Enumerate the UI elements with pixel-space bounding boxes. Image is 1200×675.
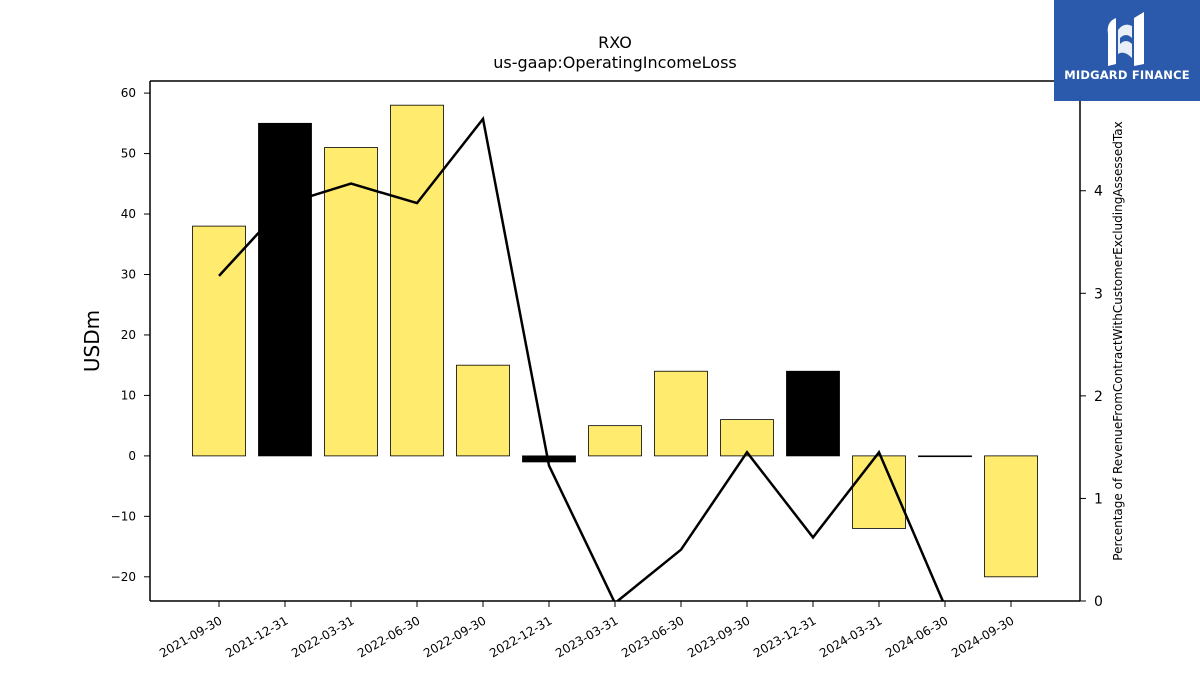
y-tick-label: −10: [111, 509, 136, 523]
bar-2022-09-30: [456, 364, 510, 457]
y-right-tick-label: 3: [1094, 286, 1103, 302]
logo-mark-icon: [1107, 12, 1144, 66]
bars-layer: [192, 104, 1038, 578]
y-tick-label: 50: [121, 147, 136, 161]
y-axis-label: USDm: [80, 310, 104, 372]
y-right-tick-label: 4: [1094, 184, 1103, 200]
bar-2022-03-31: [324, 147, 378, 457]
x-tick-label: 2022-09-30: [421, 613, 488, 660]
x-tick-label: 2022-06-30: [355, 613, 422, 660]
x-tick-label: 2023-09-30: [685, 613, 752, 660]
y-axis-right-label: Percentage of RevenueFromContractWithCus…: [1111, 121, 1125, 560]
y-right-tick-label: 2: [1094, 389, 1103, 405]
y-tick-label: 10: [121, 388, 136, 402]
x-tick-label: 2023-03-31: [553, 613, 620, 660]
bar-2024-09-30: [984, 455, 1038, 578]
midgard-finance-logo: MIDGARD FINANCE: [1054, 0, 1200, 101]
y-tick-label: 30: [121, 267, 136, 281]
y-tick-label: 0: [128, 449, 136, 463]
bar-2023-06-30: [654, 370, 708, 457]
x-tick-label: 2023-12-31: [751, 613, 818, 660]
x-tick-label: 2024-06-30: [883, 613, 950, 660]
line-series: [218, 115, 945, 601]
bar-2023-09-30: [720, 419, 774, 457]
chart-title: RXO: [598, 33, 632, 52]
bar-2021-09-30: [192, 225, 246, 457]
bar-2022-06-30: [390, 104, 444, 457]
bar-2023-03-31: [588, 425, 642, 457]
x-tick-label: 2022-03-31: [289, 613, 356, 660]
y-right-tick-label: 0: [1094, 594, 1103, 610]
y-tick-label: 20: [121, 328, 136, 342]
bar-2021-12-31: [258, 122, 312, 457]
y-tick-label: 40: [121, 207, 136, 221]
line-layer: [218, 115, 945, 601]
bar-2024-06-30: [918, 455, 972, 458]
x-tick-label: 2024-09-30: [949, 613, 1016, 660]
x-tick-label: 2022-12-31: [487, 613, 554, 660]
x-tick-label: 2021-09-30: [157, 613, 224, 660]
y-tick-label: 60: [121, 86, 136, 100]
logo-text: MIDGARD FINANCE: [1064, 68, 1190, 82]
chart-subtitle: us-gaap:OperatingIncomeLoss: [493, 53, 737, 72]
x-tick-label: 2024-03-31: [817, 613, 884, 660]
x-tick-label: 2023-06-30: [619, 613, 686, 660]
y-tick-label: −20: [111, 570, 136, 584]
y-right-tick-label: 1: [1094, 491, 1103, 507]
x-tick-label: 2021-12-31: [223, 613, 290, 660]
bar-2023-12-31: [786, 370, 840, 457]
bar-2024-03-31: [852, 455, 906, 529]
